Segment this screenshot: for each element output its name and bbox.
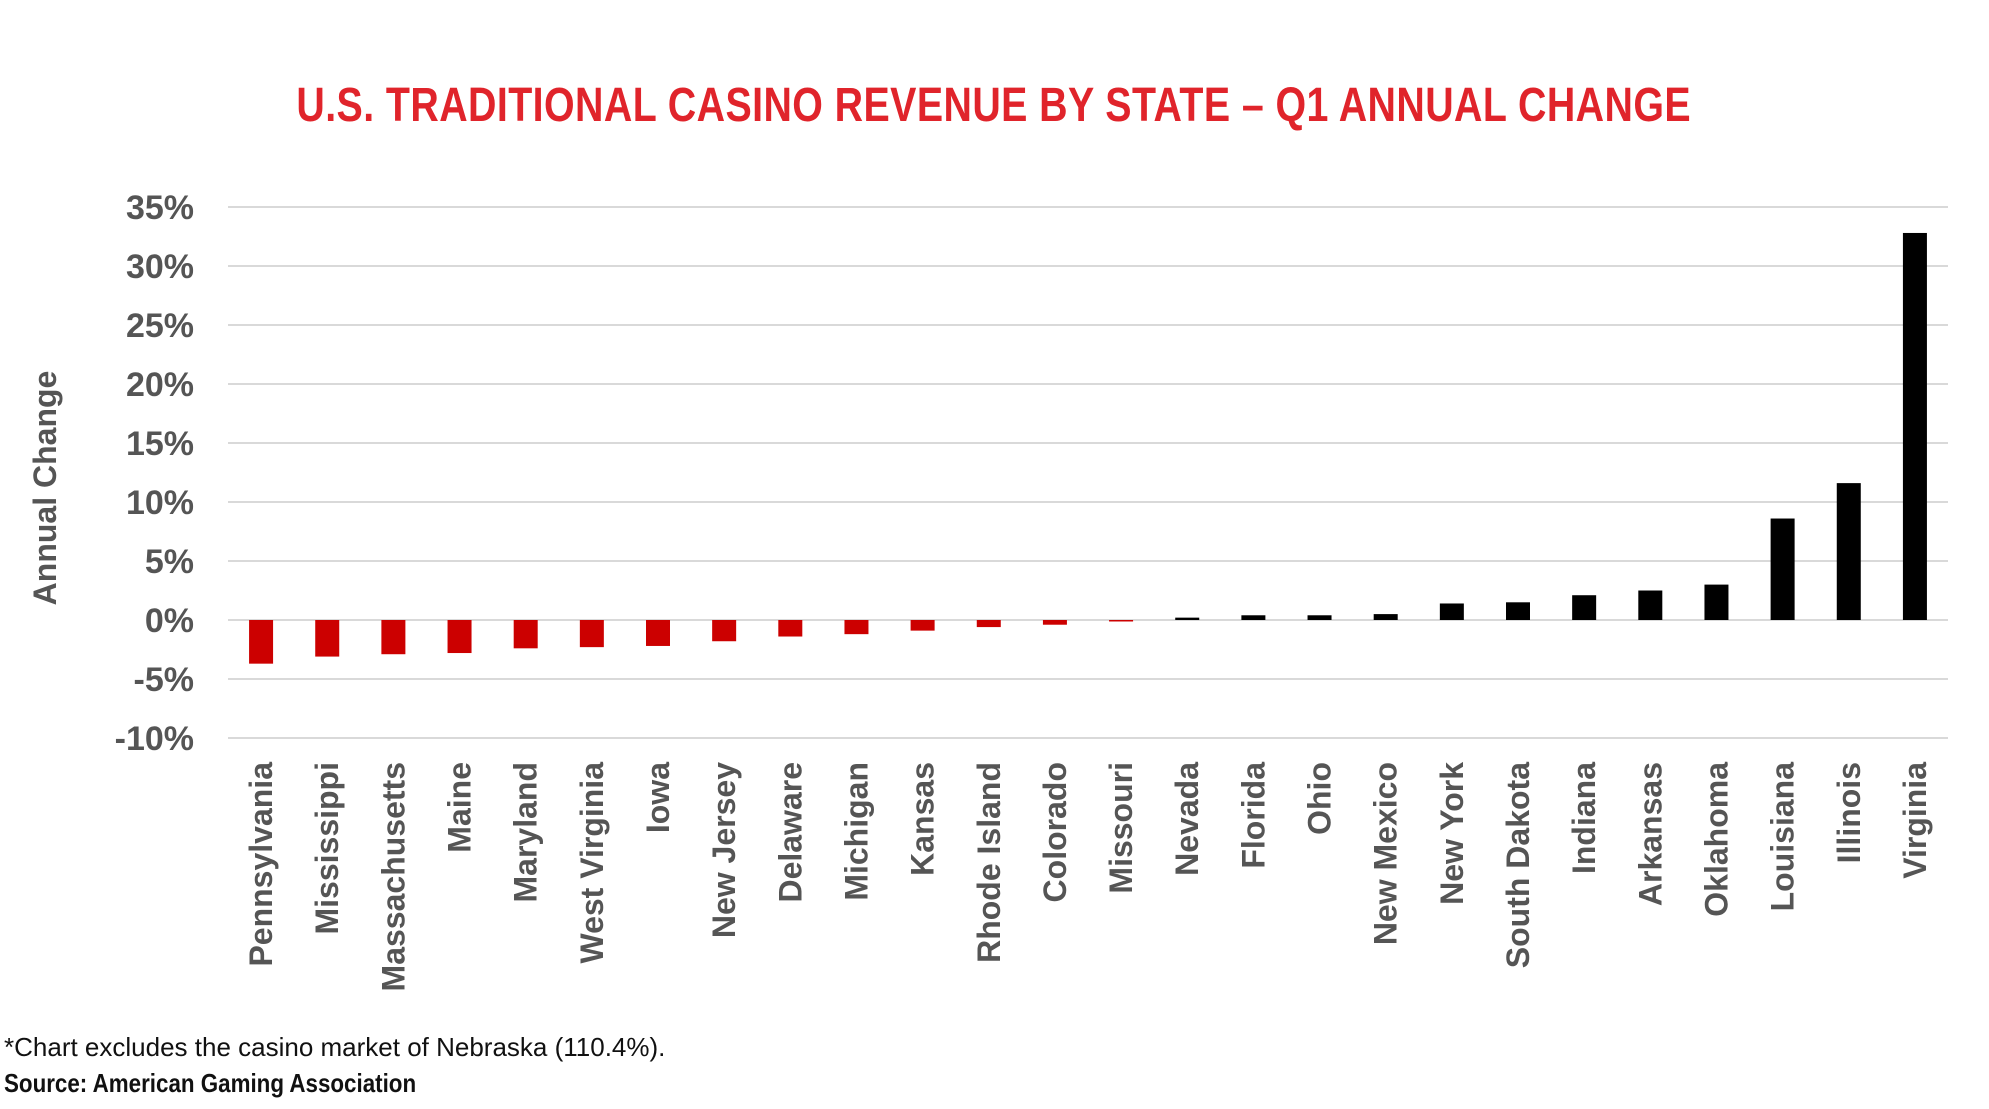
x-tick-label: Illinois — [1831, 762, 1867, 863]
y-tick-label: 0% — [145, 602, 194, 640]
x-tick-label: Rhode Island — [971, 762, 1007, 963]
y-tick-label: 5% — [145, 543, 194, 581]
x-tick-label: New Mexico — [1368, 762, 1404, 945]
x-tick-label: Kansas — [905, 762, 941, 876]
bar-maryland — [513, 620, 538, 649]
bar-colorado — [1042, 620, 1067, 625]
source-note: Source: American Gaming Association — [4, 1068, 417, 1098]
x-tick-label: Colorado — [1037, 762, 1073, 902]
footnote: *Chart excludes the casino market of Neb… — [4, 1032, 666, 1062]
bar-michigan — [844, 620, 869, 635]
y-tick-label: 20% — [126, 366, 194, 404]
x-tick-label: Ohio — [1302, 762, 1338, 835]
x-tick-label: Maine — [442, 762, 478, 853]
x-tick-label: Virginia — [1897, 762, 1933, 879]
bar-massachusetts — [381, 620, 406, 655]
bar-oklahoma — [1704, 584, 1729, 620]
x-tick-label: Florida — [1235, 762, 1271, 869]
y-axis-title: Annual Change — [27, 371, 63, 606]
y-tick-label: 25% — [126, 307, 194, 345]
bar-south-dakota — [1506, 602, 1530, 620]
y-tick-label: -10% — [115, 720, 194, 758]
x-tick-label: Massachusetts — [375, 762, 411, 991]
bar-iowa — [646, 620, 670, 646]
bar-indiana — [1572, 595, 1597, 620]
x-axis-labels: Pennsylvania Mississippi Massachusetts Main… — [243, 762, 1933, 992]
chart-title: U.S. TRADITIONAL CASINO REVENUE BY STATE… — [296, 79, 1692, 132]
x-tick-label: New Jersey — [706, 762, 742, 938]
x-tick-label: Iowa — [640, 762, 676, 833]
bar-maine — [447, 620, 472, 654]
y-tick-label: 10% — [126, 484, 194, 522]
bar-virginia — [1902, 232, 1927, 620]
x-tick-label: Delaware — [772, 762, 808, 903]
bar-new-jersey — [712, 620, 737, 642]
bar-louisiana — [1770, 518, 1795, 620]
bar-new-mexico — [1373, 614, 1398, 620]
y-tick-label: -5% — [134, 661, 194, 699]
bar-arkansas — [1638, 590, 1663, 620]
x-tick-label: Oklahoma — [1698, 762, 1734, 917]
bar-west-virginia — [579, 620, 604, 648]
bar-rhode-island — [976, 620, 1001, 628]
x-tick-label: Mississippi — [309, 762, 345, 935]
x-tick-label: Pennsylvania — [243, 762, 279, 967]
bar-new-york — [1439, 603, 1464, 620]
x-tick-label: New York — [1434, 762, 1470, 905]
y-tick-label: 30% — [126, 248, 194, 286]
gridlines — [228, 206, 1948, 739]
y-axis-ticks: 35% 30% 25% 20% 15% 10% 5% 0% -5% -10% — [115, 189, 194, 758]
bar-mississippi — [315, 620, 340, 657]
bars — [249, 232, 1927, 664]
bar-ohio — [1307, 615, 1332, 620]
x-tick-label: Arkansas — [1632, 762, 1668, 906]
bar-nevada — [1175, 617, 1200, 620]
x-tick-label: West Virginia — [574, 762, 610, 964]
bar-delaware — [778, 620, 803, 637]
x-tick-label: Louisiana — [1765, 762, 1801, 912]
x-tick-label: Michigan — [838, 762, 874, 901]
bar-missouri — [1109, 620, 1134, 622]
bar-pennsylvania — [249, 620, 274, 664]
y-tick-label: 15% — [126, 425, 194, 463]
x-tick-label: South Dakota — [1500, 762, 1536, 968]
y-tick-label: 35% — [126, 189, 194, 227]
x-tick-label: Indiana — [1566, 762, 1602, 874]
bar-illinois — [1836, 483, 1861, 620]
x-tick-label: Maryland — [508, 762, 544, 902]
x-tick-label: Missouri — [1103, 762, 1139, 894]
x-tick-label: Nevada — [1169, 762, 1205, 876]
bar-florida — [1241, 615, 1266, 620]
bar-kansas — [910, 620, 935, 631]
